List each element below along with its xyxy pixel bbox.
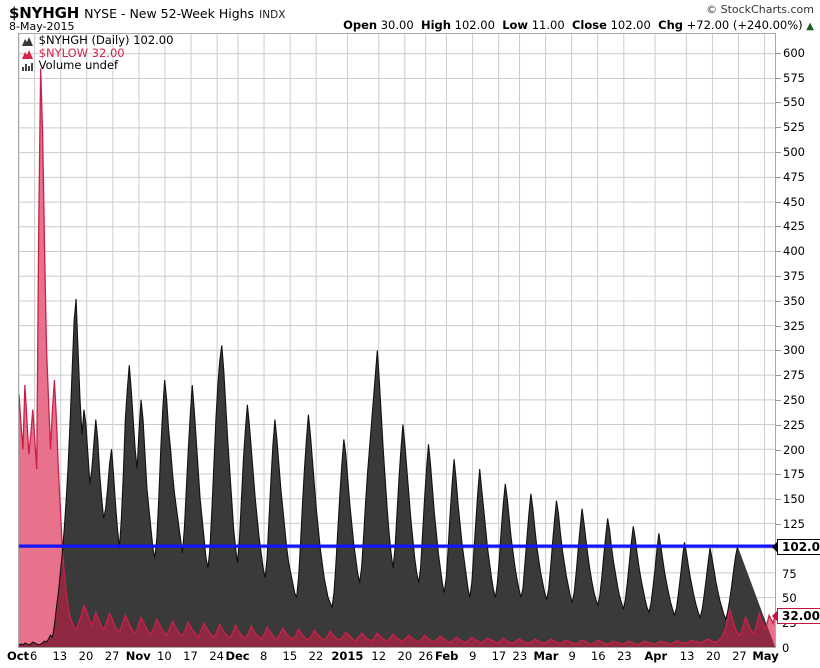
x-tick-label: 17 (491, 649, 507, 663)
x-tick-label: 16 (590, 649, 606, 663)
legend-item-nyhgh[interactable]: $NYHGH (Daily) 102.00 (22, 34, 173, 47)
x-tick-label: 2015 (331, 649, 364, 663)
y-tick-label: 525 (776, 120, 805, 134)
quote-date: 8-May-2015 (9, 20, 75, 33)
low-value: 11.00 (531, 18, 565, 32)
close-value: 102.00 (610, 18, 651, 32)
chart-header: $NYHGH NYSE - New 52-Week Highs INDX 8-M… (0, 0, 820, 33)
x-tick-label: May (752, 649, 779, 663)
legend-item-volume[interactable]: Volume undef (22, 59, 173, 72)
y-tick-label: 125 (776, 517, 805, 531)
y-tick-label: 500 (776, 145, 805, 159)
y-tick-label: 425 (776, 219, 805, 233)
area-mountain-icon (22, 37, 33, 46)
x-tick-label: 12 (371, 649, 387, 663)
low-label: Low (502, 18, 529, 32)
open-label: Open (343, 18, 378, 32)
x-tick-label: 13 (52, 649, 68, 663)
symbol-ticker: $NYHGH (9, 4, 80, 22)
y-tick-label: 550 (776, 95, 805, 109)
symbol-type: INDX (259, 9, 286, 21)
x-tick-label: 10 (157, 649, 172, 663)
low-marker-label: 32.00 (772, 608, 820, 625)
y-tick-label: 0 (782, 641, 790, 655)
x-tick-label: 13 (679, 649, 695, 663)
ohlc-quote-bar: Open 30.00 High 102.00 Low 11.00 Close 1… (343, 18, 814, 32)
symbol-description: NYSE - New 52-Week Highs (84, 6, 255, 21)
series-legend: $NYHGH (Daily) 102.00 $NYLOW 32.00 Volum… (22, 34, 173, 72)
y-tick-label: 300 (776, 343, 805, 357)
chg-label: Chg (658, 18, 683, 32)
open-value: 30.00 (380, 18, 414, 32)
x-tick-label: Dec (225, 649, 250, 663)
y-tick-label: 600 (776, 46, 805, 60)
y-tick-label: 200 (776, 443, 805, 457)
close-label: Close (571, 18, 607, 32)
y-tick-label: 275 (776, 368, 805, 382)
x-tick-label: 9 (469, 649, 477, 663)
y-tick-label: 75 (782, 566, 797, 581)
x-tick-label: 20 (78, 649, 94, 663)
x-axis: Oct 6 13 20 27 Nov 10 17 24 Dec 8 15 22 2015 12 20 26 Feb… (7, 649, 779, 668)
chart-title: $NYHGH NYSE - New 52-Week Highs INDX (9, 3, 285, 22)
high-label: High (420, 18, 451, 32)
y-axis: 600 575 550 525 500 475 450 425 400 375 350 325 300 2… (772, 33, 820, 655)
y-tick-label: 450 (776, 195, 805, 209)
y-tick-label: 175 (776, 467, 805, 481)
x-tick-label: 8 (260, 649, 268, 663)
x-tick-label: 17 (183, 649, 198, 663)
x-tick-label: 27 (104, 649, 120, 663)
y-tick-label: 150 (776, 492, 805, 506)
stockcharts-credit: © StockCharts.com (706, 3, 814, 16)
y-tick-label: 400 (776, 244, 805, 258)
legend-label-volume: Volume undef (38, 58, 119, 73)
y-tick-label: 225 (776, 418, 805, 432)
x-tick-label: 6 (30, 649, 38, 663)
area-mountain-icon (22, 49, 33, 59)
plot-area (18, 33, 776, 648)
y-tick-label: 325 (776, 319, 805, 333)
x-tick-label: Mar (533, 649, 559, 663)
y-tick-label: 475 (776, 170, 805, 184)
y-tick-label: 350 (776, 294, 805, 308)
x-tick-label: 15 (282, 649, 298, 663)
chg-value: +72.00 (+240.00%) (686, 18, 803, 32)
volume-bars-icon (22, 63, 33, 72)
y-tick-label: 375 (776, 269, 805, 283)
x-tick-label: 9 (568, 649, 576, 663)
y-tick-label: 575 (776, 71, 805, 85)
legend-label-nylow: $NYLOW 32.00 (38, 45, 125, 60)
x-tick-label: 20 (705, 649, 721, 663)
x-tick-label: Oct (6, 649, 30, 663)
x-tick-label: 22 (308, 649, 324, 663)
x-tick-label: 27 (732, 649, 747, 663)
y-tick-label: 50 (782, 591, 797, 606)
x-tick-label: 23 (512, 649, 528, 663)
x-tick-label: Apr (644, 649, 668, 663)
high-value: 102.00 (454, 18, 495, 32)
y-tick-label: 250 (776, 393, 805, 407)
x-tick-label: 23 (617, 649, 632, 663)
x-tick-label: 20 (397, 649, 413, 663)
legend-item-nylow[interactable]: $NYLOW 32.00 (22, 45, 173, 60)
x-tick-label: Nov (125, 649, 151, 663)
price-marker-label: 102.00 (772, 538, 820, 555)
x-tick-label: 26 (418, 649, 434, 663)
series-layer (19, 68, 775, 647)
legend-label-nyhgh: $NYHGH (Daily) 102.00 (38, 33, 174, 47)
x-tick-label: Feb (434, 649, 459, 663)
x-tick-label: 24 (209, 649, 224, 663)
up-arrow-icon: ▲ (806, 21, 814, 32)
